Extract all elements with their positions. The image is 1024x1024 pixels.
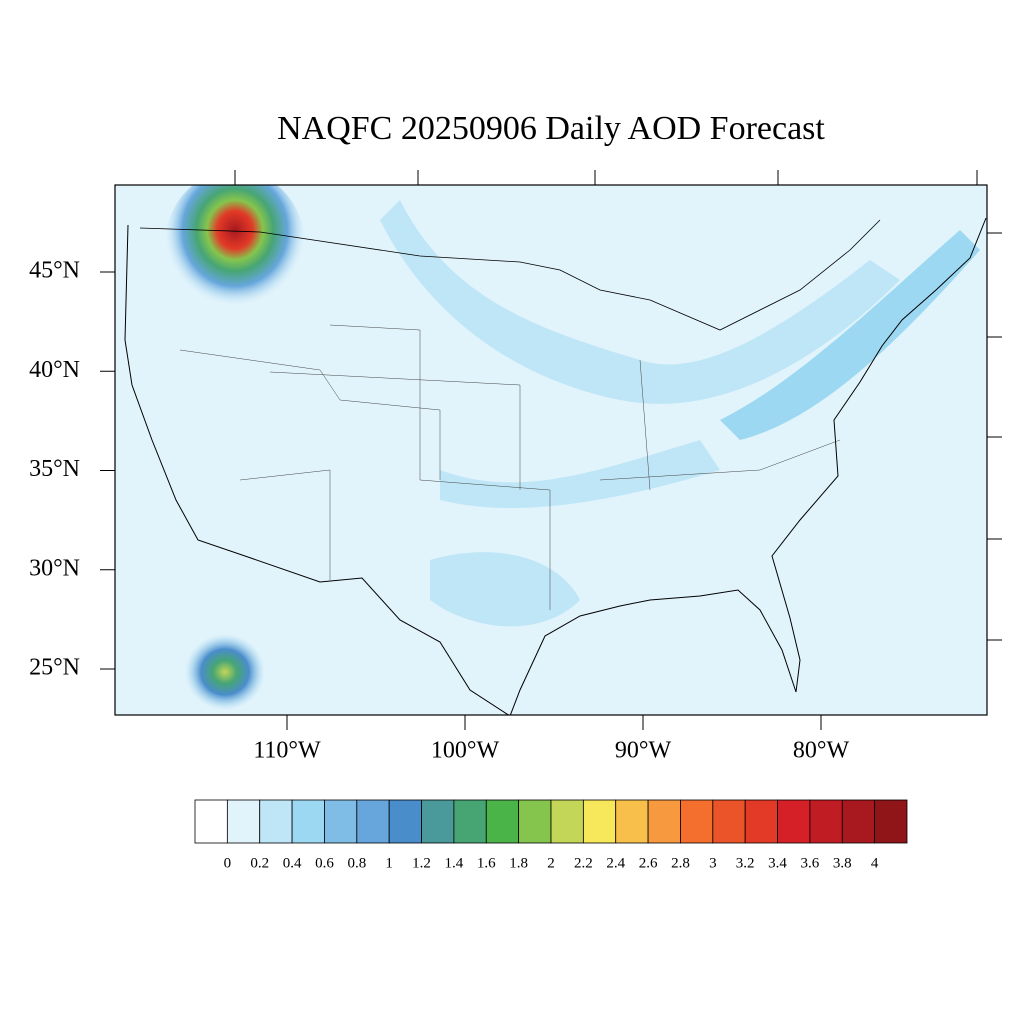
colorbar-label: 0.4 xyxy=(283,855,302,871)
colorbar-label: 0.2 xyxy=(250,855,269,871)
colorbar-label: 1.8 xyxy=(509,855,528,871)
colorbar-box xyxy=(194,799,228,844)
smoke-plume xyxy=(165,185,305,320)
lon-label: 100°W xyxy=(431,738,500,764)
colorbar-label: 1.4 xyxy=(445,855,464,871)
lat-label: 30°N xyxy=(29,555,80,581)
colorbar-label: 3.4 xyxy=(768,855,787,871)
lat-label: 40°N xyxy=(29,357,80,383)
colorbar-box xyxy=(453,799,487,844)
map-frame xyxy=(114,184,988,716)
colorbar-box xyxy=(485,799,520,844)
lat-label: 45°N xyxy=(29,258,80,284)
colorbar-label: 4 xyxy=(871,855,879,871)
colorbar-box xyxy=(226,799,261,844)
lon-label: 80°W xyxy=(793,738,850,764)
colorbar-label: 1 xyxy=(385,855,393,871)
coastline xyxy=(124,217,987,715)
colorbar-label: 2.2 xyxy=(574,855,593,871)
map-title: NAQFC 20250906 Daily AOD Forecast xyxy=(277,110,825,147)
state-lines xyxy=(179,324,841,610)
colorbar-box xyxy=(680,799,714,844)
colorbar-box xyxy=(421,799,455,844)
aod-band xyxy=(430,552,580,627)
colorbar-label: 2.6 xyxy=(639,855,658,871)
colorbar-box xyxy=(582,799,617,844)
colorbar-label: 2.4 xyxy=(606,855,625,871)
lat-label: 35°N xyxy=(29,456,80,482)
colorbar-box xyxy=(550,799,584,844)
colorbar-label: 2 xyxy=(547,855,555,871)
colorbar-box xyxy=(874,799,908,844)
colorbar-box xyxy=(356,799,390,844)
colorbar-label: 3.2 xyxy=(736,855,755,871)
frame-ticks xyxy=(234,170,1002,641)
colorbar-box xyxy=(809,799,843,844)
lat-label: 25°N xyxy=(29,655,80,681)
colorbar-label: 2.8 xyxy=(671,855,690,871)
colorbar-box xyxy=(712,799,746,844)
colorbar-box xyxy=(259,799,293,844)
aod-band xyxy=(720,230,980,440)
colorbar-label: 0.8 xyxy=(347,855,366,871)
smoke-plume xyxy=(185,634,265,710)
colorbar-box xyxy=(388,799,422,844)
colorbar-label: 1.2 xyxy=(412,855,431,871)
border xyxy=(139,219,881,331)
colorbar-label: 0 xyxy=(224,855,232,871)
colorbar-label: 3.6 xyxy=(801,855,820,871)
colorbar-label: 3 xyxy=(709,855,717,871)
colorbar-box xyxy=(518,799,552,844)
aod-band xyxy=(440,440,720,509)
aod-band xyxy=(380,200,900,404)
colorbar-box xyxy=(841,799,876,844)
colorbar-label: 1.6 xyxy=(477,855,496,871)
map-field xyxy=(115,185,987,715)
colorbar-box xyxy=(744,799,778,844)
colorbar-label: 3.8 xyxy=(833,855,852,871)
colorbar-label: 0.6 xyxy=(315,855,334,871)
colorbar-box xyxy=(615,799,649,844)
colorbar-box xyxy=(647,799,681,844)
colorbar-box xyxy=(291,799,325,844)
colorbar-box xyxy=(324,799,358,844)
colorbar-box xyxy=(777,799,811,844)
lon-label: 90°W xyxy=(615,738,672,764)
lon-label: 110°W xyxy=(253,738,321,764)
